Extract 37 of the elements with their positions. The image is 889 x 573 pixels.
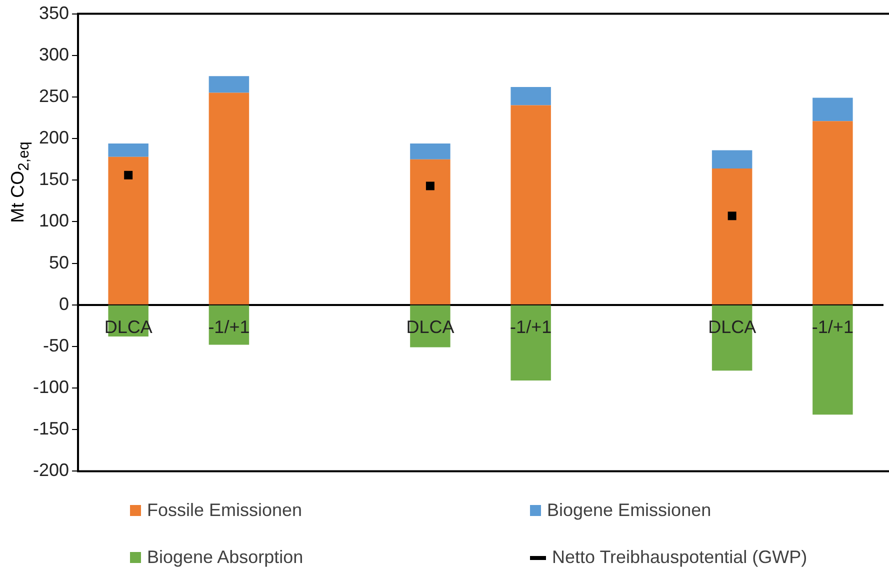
bar	[812, 305, 853, 415]
bar	[510, 86, 551, 106]
y-tick-label: 250	[38, 86, 70, 106]
y-tick-label: 0	[59, 294, 70, 314]
bar	[208, 305, 250, 345]
y-tick-label: 200	[38, 128, 70, 148]
y-tick-label: -50	[43, 335, 70, 356]
x-tick-label: -1/+1	[812, 316, 854, 337]
bar	[410, 144, 450, 160]
legend-label: Netto Treibhauspotential (GWP)	[552, 547, 808, 568]
legend-label: Biogene Emissionen	[547, 500, 712, 521]
bar	[812, 98, 853, 122]
y-tick-label: 350	[38, 2, 70, 23]
y-tick-label: 150	[38, 169, 70, 190]
bar	[510, 305, 551, 381]
x-tick-label: -1/+1	[208, 316, 250, 337]
legend-label: Biogene Absorption	[147, 547, 304, 568]
y-tick-label: 300	[38, 44, 70, 64]
x-tick-label: -1/+1	[510, 316, 552, 337]
bar	[108, 144, 148, 157]
point	[728, 212, 736, 220]
y-tick-label: 50	[48, 252, 70, 272]
y-tick-label: -100	[32, 377, 70, 398]
legend-label: Fossile Emissionen	[147, 500, 302, 521]
y-tick-label: -150	[32, 418, 70, 439]
bar	[410, 159, 450, 304]
bar	[108, 156, 148, 304]
bar	[208, 76, 250, 93]
point	[426, 182, 434, 190]
y-tick-label: 100	[38, 210, 70, 231]
point	[124, 170, 133, 180]
bar	[208, 92, 250, 304]
bar	[712, 150, 752, 168]
bar	[510, 105, 551, 304]
y-tick-label: -200	[32, 460, 70, 480]
bar	[812, 121, 853, 304]
bar	[712, 168, 752, 304]
